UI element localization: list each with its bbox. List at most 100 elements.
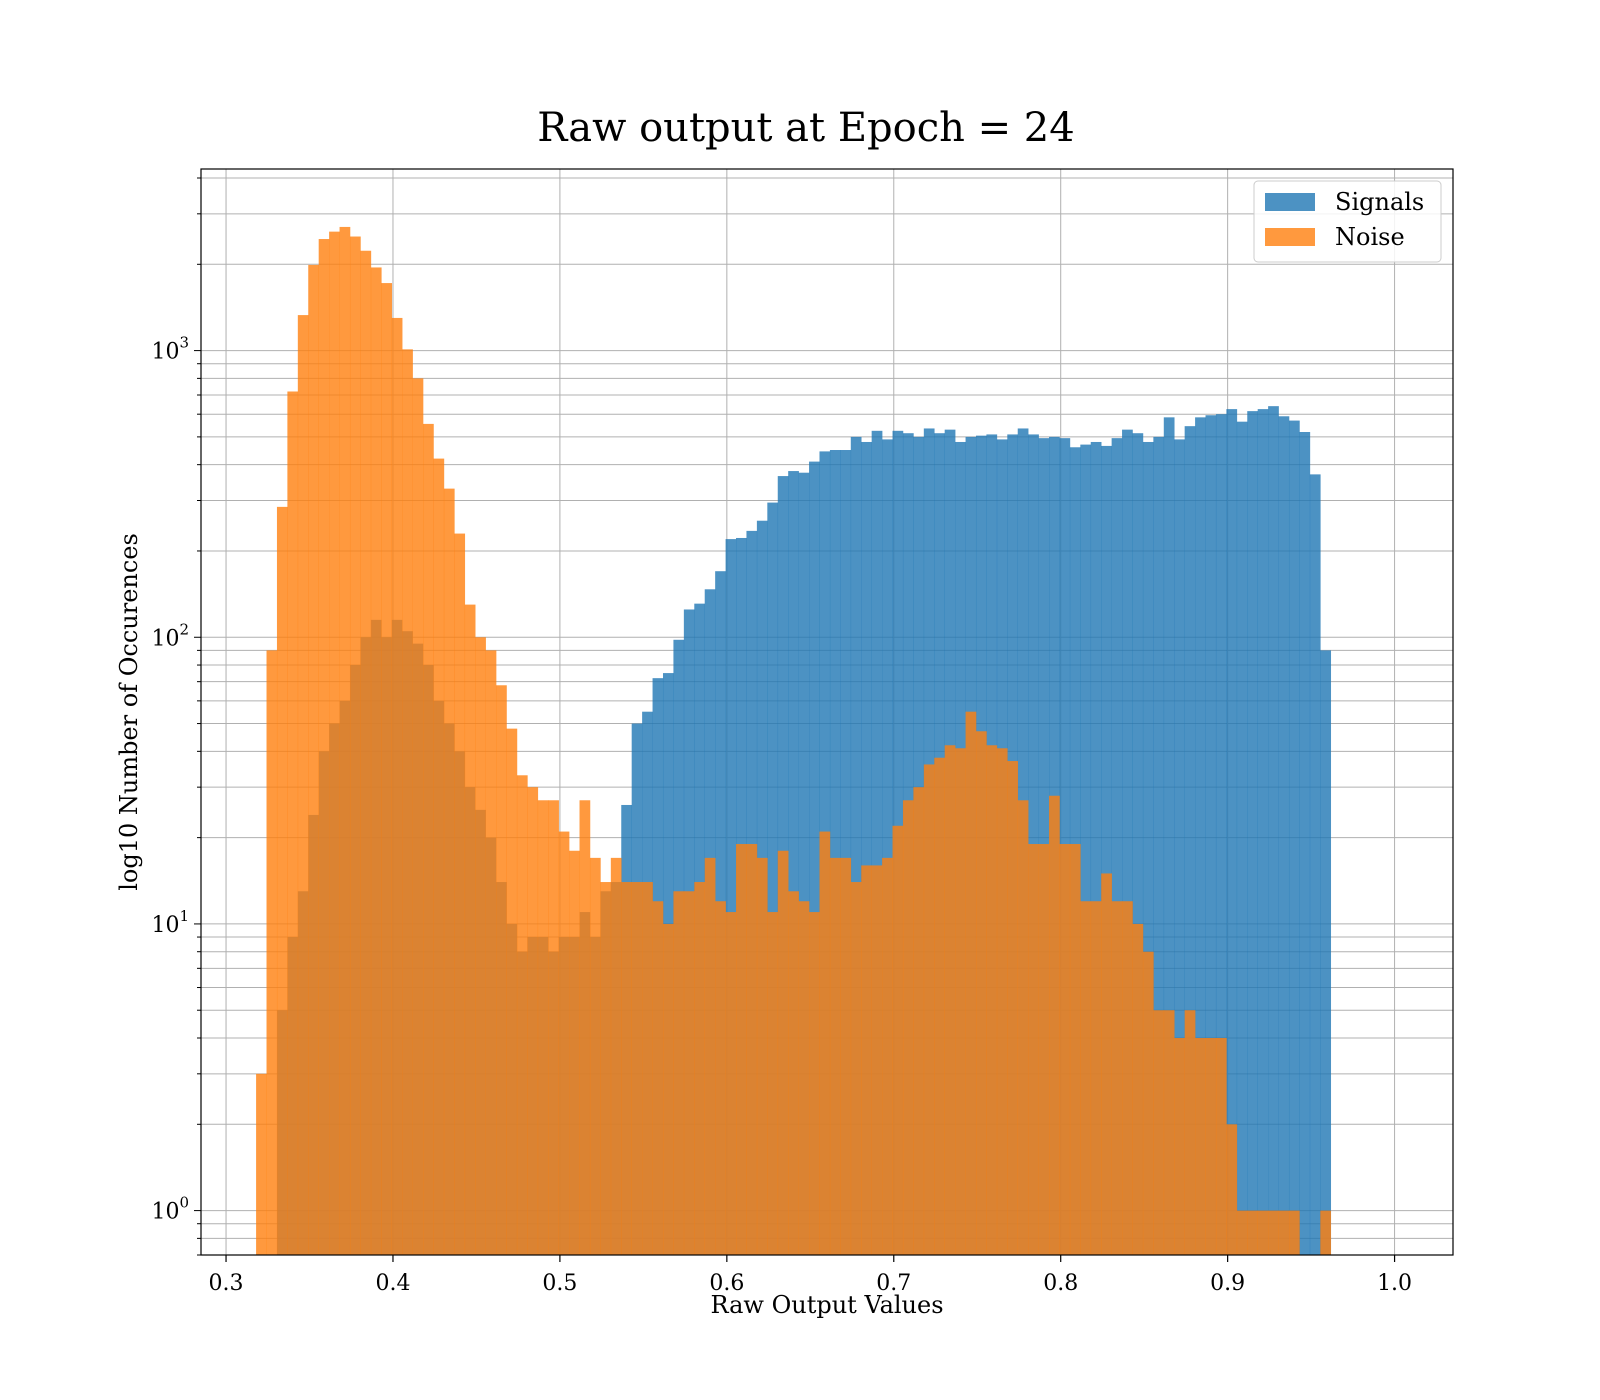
x-axis: 0.3 0.4 0.5 0.6 0.7 0.8 0.9 1.0 [209, 1255, 1412, 1296]
bar-noise [454, 533, 466, 1255]
bar-signals [1215, 414, 1227, 1255]
bar-signals [1080, 444, 1092, 1255]
bar-signals [1268, 406, 1279, 1255]
bar-noise [1101, 873, 1112, 1255]
y-axis-label: log10 Number of Occurences [115, 533, 143, 891]
bar-signals [788, 471, 799, 1255]
x-tick-label: 0.7 [876, 1271, 911, 1296]
bar-signals [1257, 409, 1269, 1256]
bar-noise [433, 458, 445, 1255]
bar-noise [506, 728, 518, 1255]
bar-noise [955, 748, 966, 1255]
x-tick-label: 0.4 [375, 1271, 410, 1296]
bar-noise [256, 1073, 267, 1255]
bar-noise [370, 267, 382, 1256]
bar-noise [287, 391, 299, 1255]
bar-noise [1247, 1210, 1258, 1255]
bar-noise [527, 787, 539, 1255]
bar-noise [1205, 1038, 1217, 1255]
bar-signals [725, 539, 737, 1255]
bar-noise [840, 857, 852, 1255]
bar-noise [475, 637, 486, 1255]
bar-signals [1309, 474, 1321, 1255]
bar-signals [1278, 416, 1290, 1256]
y-tick-label: 100 [151, 1194, 189, 1225]
bar-noise [1195, 1038, 1206, 1255]
bar-noise [1049, 795, 1060, 1255]
bar-noise [423, 423, 434, 1255]
y-axis: 100 101 102 103 [151, 177, 201, 1256]
legend: Signals Noise [1253, 180, 1442, 263]
bar-signals [829, 450, 841, 1255]
bar-noise [610, 857, 622, 1255]
bar-signals [1226, 409, 1238, 1256]
bar-noise [464, 604, 476, 1255]
bar-noise [600, 882, 612, 1255]
bar-noise [1268, 1210, 1279, 1255]
bar-noise [704, 857, 716, 1255]
chart-title: Raw output at Epoch = 24 [537, 105, 1074, 151]
bar-noise [1226, 1124, 1238, 1255]
bar-noise [443, 488, 455, 1255]
bar-noise [558, 831, 570, 1255]
bar-noise [1017, 800, 1029, 1255]
bar-signals [809, 461, 820, 1255]
bar-signals [1320, 650, 1332, 1255]
bar-signals [1247, 411, 1258, 1256]
bar-noise [1142, 951, 1154, 1255]
bar-noise [642, 882, 653, 1255]
bar-noise [725, 912, 737, 1255]
bar-noise [1153, 1010, 1165, 1255]
bar-noise [569, 850, 580, 1255]
bar-signals [1195, 417, 1206, 1256]
bar-noise [1028, 844, 1039, 1255]
bar-noise [1090, 901, 1102, 1255]
bar-noise [1069, 844, 1081, 1255]
bar-signals [1101, 445, 1112, 1255]
bar-noise [548, 800, 559, 1255]
bar-noise [412, 378, 424, 1255]
bar-noise [297, 315, 309, 1255]
bar-noise [1038, 844, 1050, 1255]
bar-noise [788, 891, 799, 1255]
x-tick-label: 0.6 [709, 1271, 744, 1296]
bar-signals [1090, 441, 1102, 1255]
bar-noise [266, 650, 278, 1255]
legend-swatch-signals [1265, 193, 1315, 211]
bar-signals [861, 441, 872, 1255]
bar-noise [819, 831, 831, 1255]
bar-noise [308, 264, 319, 1256]
bar-signals [1142, 441, 1154, 1255]
bar-noise [944, 745, 956, 1255]
x-tick-label: 1.0 [1377, 1271, 1412, 1296]
bar-noise [829, 857, 841, 1255]
bar-signals [1153, 436, 1165, 1256]
bar-noise [913, 787, 925, 1255]
x-tick-label: 0.3 [209, 1271, 244, 1296]
bar-noise [1174, 1038, 1185, 1255]
bar-noise [1132, 923, 1144, 1255]
bar-noise [537, 800, 549, 1255]
bar-noise [579, 800, 591, 1255]
bar-noise [381, 283, 393, 1255]
bar-signals [1288, 420, 1300, 1256]
bar-noise [1007, 761, 1019, 1255]
bar-noise [736, 844, 747, 1255]
bar-noise [715, 901, 726, 1255]
bar-noise [694, 882, 706, 1255]
bar-noise [1122, 901, 1133, 1255]
bar-noise [318, 239, 330, 1255]
bar-noise [621, 882, 632, 1255]
bar-signals [871, 430, 883, 1255]
bar-noise [391, 317, 403, 1255]
bar-noise [683, 891, 695, 1255]
bar-noise [496, 685, 507, 1255]
legend-label-signals: Signals [1335, 188, 1424, 216]
bar-noise [923, 764, 935, 1255]
bar-noise [1320, 1210, 1332, 1255]
y-tick-label: 103 [151, 334, 189, 365]
bar-signals [840, 450, 852, 1255]
bar-noise [746, 844, 758, 1255]
x-tick-label: 0.9 [1210, 1271, 1245, 1296]
